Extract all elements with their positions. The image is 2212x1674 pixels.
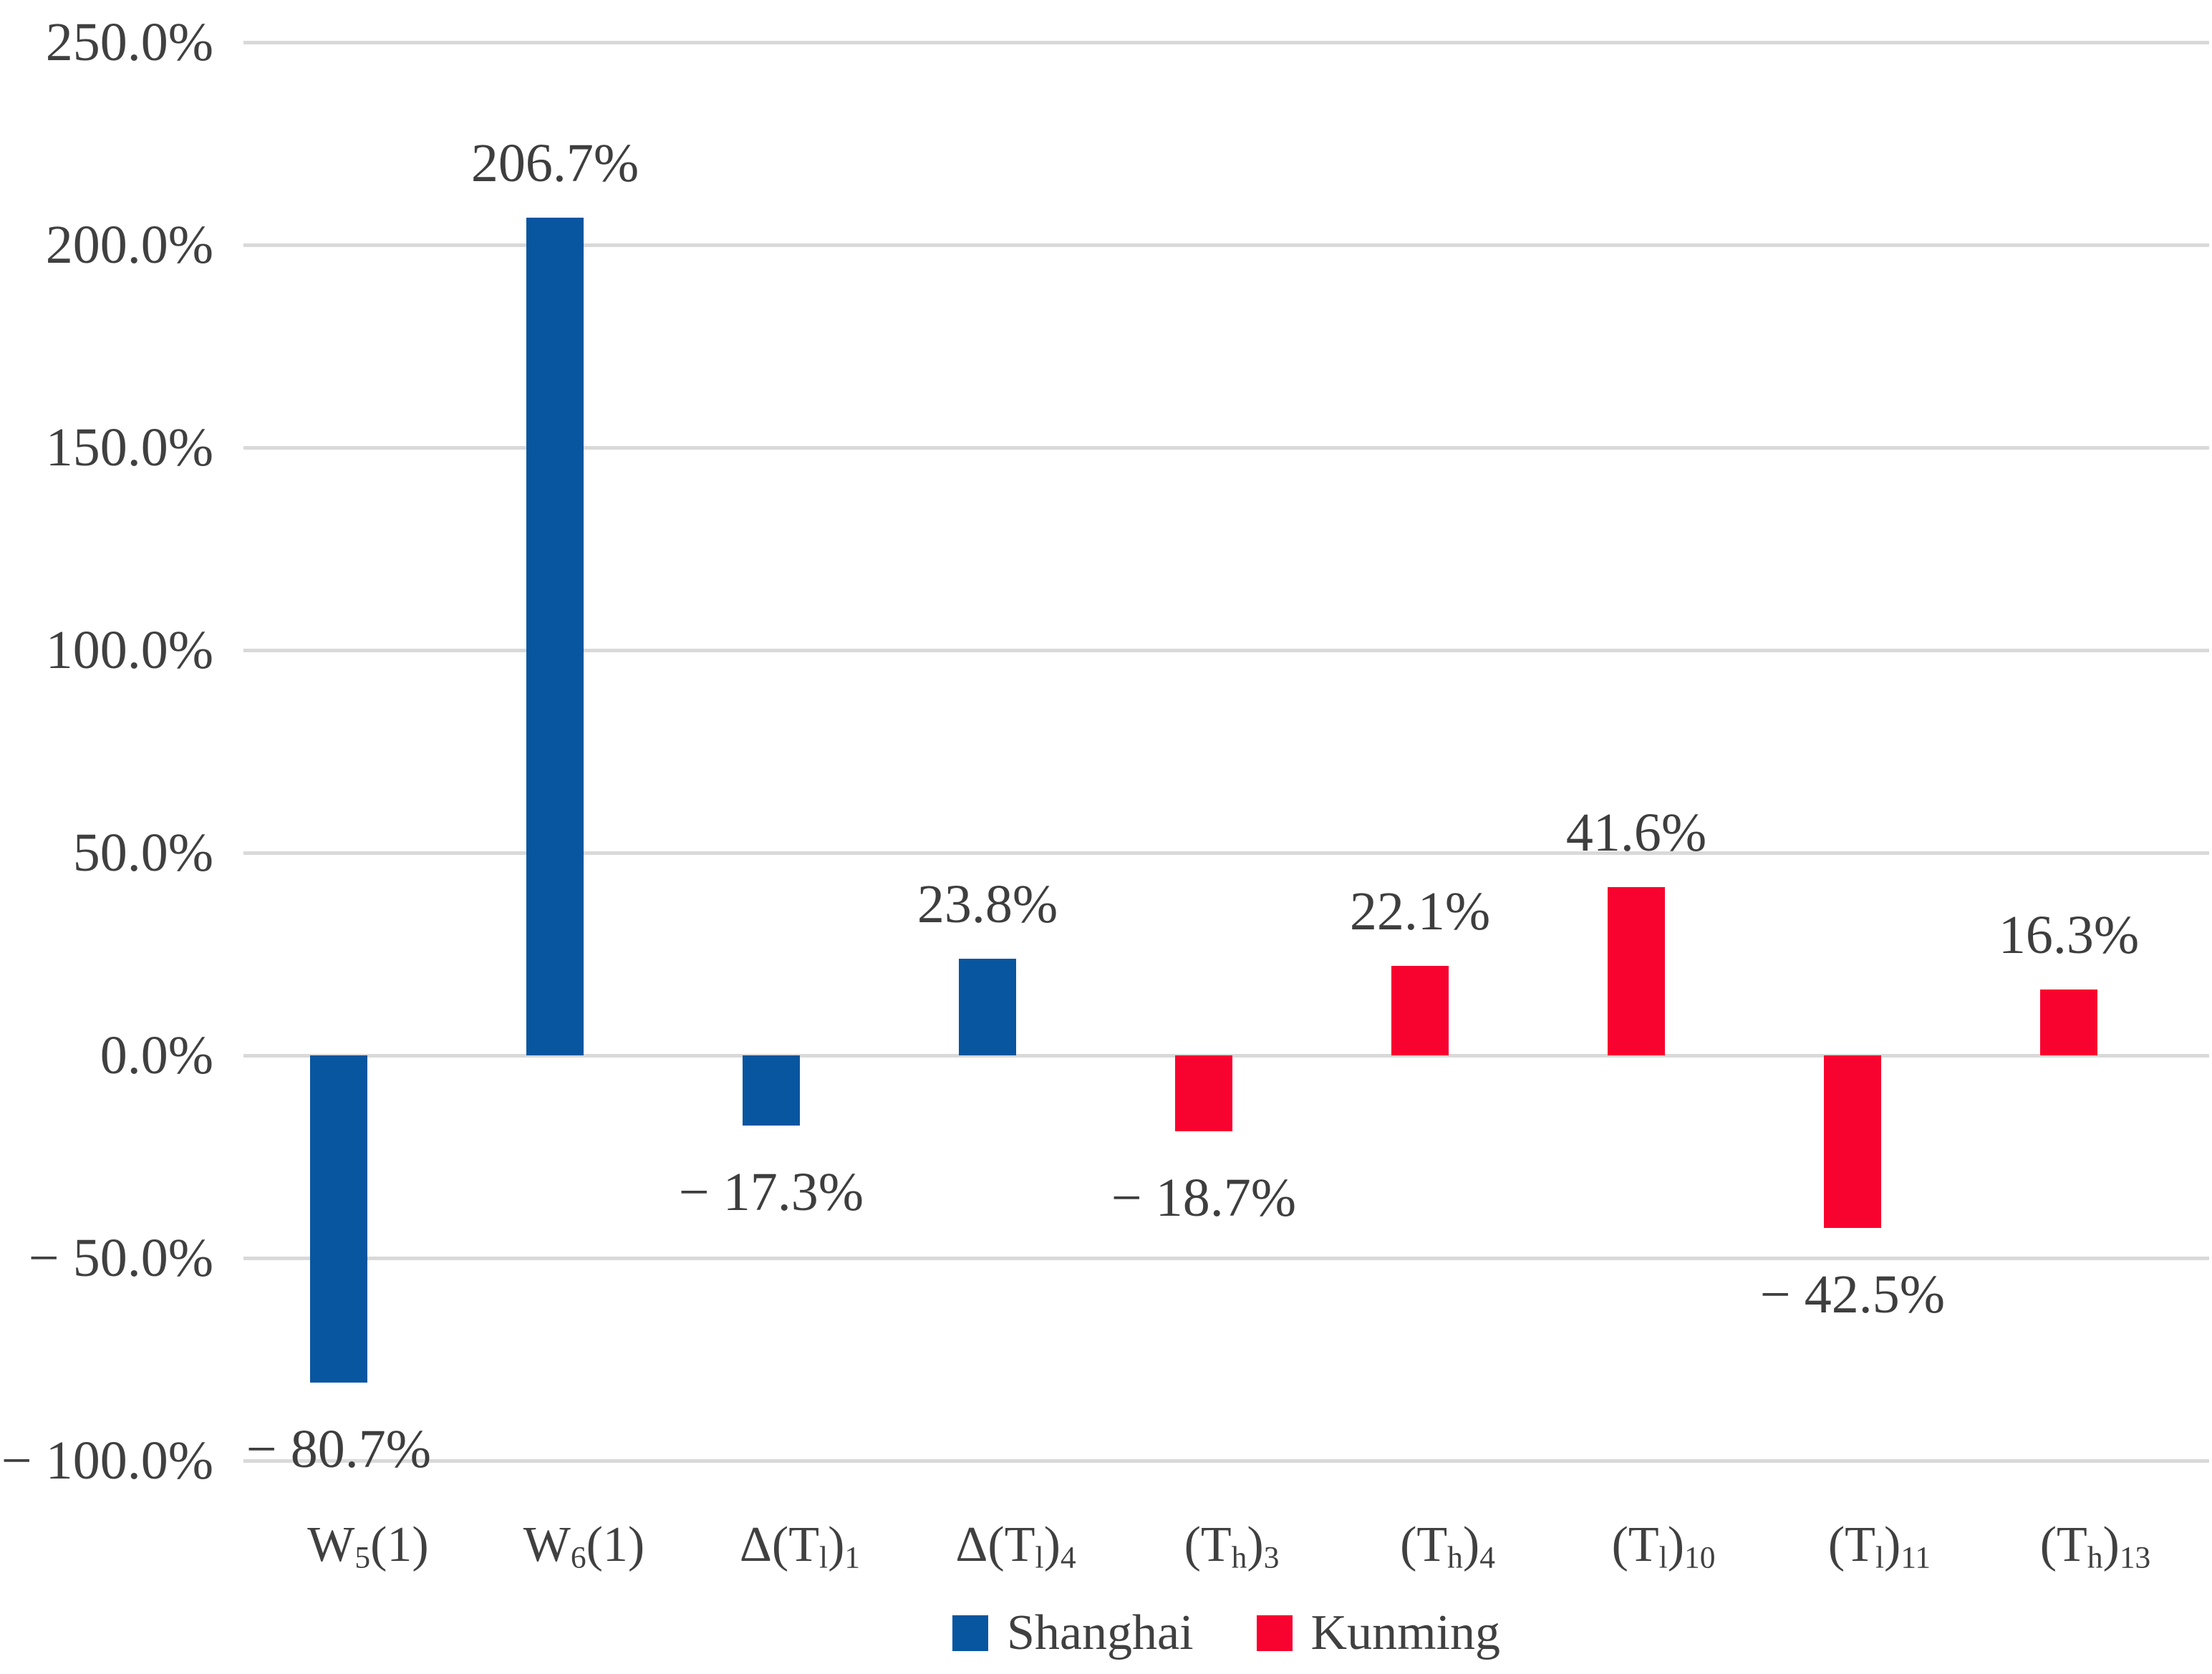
- bar-kunming: [2040, 989, 2097, 1055]
- y-axis-tick-label: − 50.0%: [28, 1228, 213, 1288]
- gridline: [243, 1257, 2209, 1260]
- x-axis-category-label: W5(1): [307, 1517, 429, 1575]
- y-axis-tick-label: 150.0%: [45, 417, 213, 478]
- gridline: [243, 243, 2209, 247]
- y-axis-tick-label: 200.0%: [45, 215, 213, 275]
- x-axis-category-label: (Tl)11: [1827, 1517, 1931, 1575]
- bar-shanghai: [310, 1055, 367, 1383]
- bar-value-label: − 42.5%: [1759, 1264, 1946, 1325]
- x-axis-category-label: Δ(Tl)1: [739, 1517, 861, 1575]
- legend-label: Kunming: [1310, 1605, 1500, 1660]
- bar-value-label: − 80.7%: [246, 1418, 432, 1479]
- legend-swatch-shanghai: [952, 1615, 988, 1651]
- bar-value-label: − 18.7%: [1111, 1167, 1297, 1228]
- bar-value-label: 22.1%: [1349, 881, 1491, 942]
- bar-kunming: [1391, 965, 1449, 1055]
- gridline: [243, 1459, 2209, 1463]
- bar-kunming: [1608, 886, 1665, 1055]
- legend-item-kunming: Kunming: [1256, 1605, 1500, 1660]
- x-axis-category-label: (Th)13: [2039, 1517, 2151, 1575]
- y-axis-tick-label: − 100.0%: [1, 1431, 213, 1491]
- bar-shanghai: [526, 218, 584, 1055]
- bar-kunming: [1824, 1055, 1881, 1228]
- bar-value-label: 23.8%: [917, 874, 1058, 935]
- gridline: [243, 649, 2209, 652]
- y-axis-tick-label: 50.0%: [72, 823, 213, 883]
- bar-shanghai: [959, 959, 1016, 1055]
- x-axis-category-label: (Th)3: [1184, 1517, 1280, 1575]
- x-axis-category-label: Δ(Tl)4: [955, 1517, 1076, 1575]
- gridline: [243, 851, 2209, 855]
- legend-label: Shanghai: [1007, 1605, 1194, 1660]
- bar-shanghai: [743, 1055, 800, 1126]
- y-axis-tick-label: 100.0%: [45, 620, 213, 680]
- bar-value-label: 16.3%: [1998, 904, 2140, 965]
- x-axis-category-label: W6(1): [523, 1517, 645, 1575]
- legend-item-shanghai: Shanghai: [952, 1605, 1194, 1660]
- y-axis-tick-label: 250.0%: [45, 12, 213, 72]
- gridline: [243, 41, 2209, 44]
- legend-swatch-kunming: [1256, 1615, 1293, 1651]
- x-axis-category-label: (Th)4: [1400, 1517, 1495, 1575]
- bar-value-label: − 17.3%: [678, 1161, 864, 1222]
- gridline: [243, 446, 2209, 450]
- bar-value-label: 206.7%: [470, 133, 639, 194]
- bar-kunming: [1175, 1055, 1232, 1131]
- x-axis-category-label: (Tl)10: [1611, 1517, 1716, 1575]
- legend: Shanghai Kunming: [243, 1599, 2209, 1667]
- bar-value-label: 41.6%: [1565, 802, 1707, 863]
- y-axis-tick-label: 0.0%: [100, 1025, 213, 1085]
